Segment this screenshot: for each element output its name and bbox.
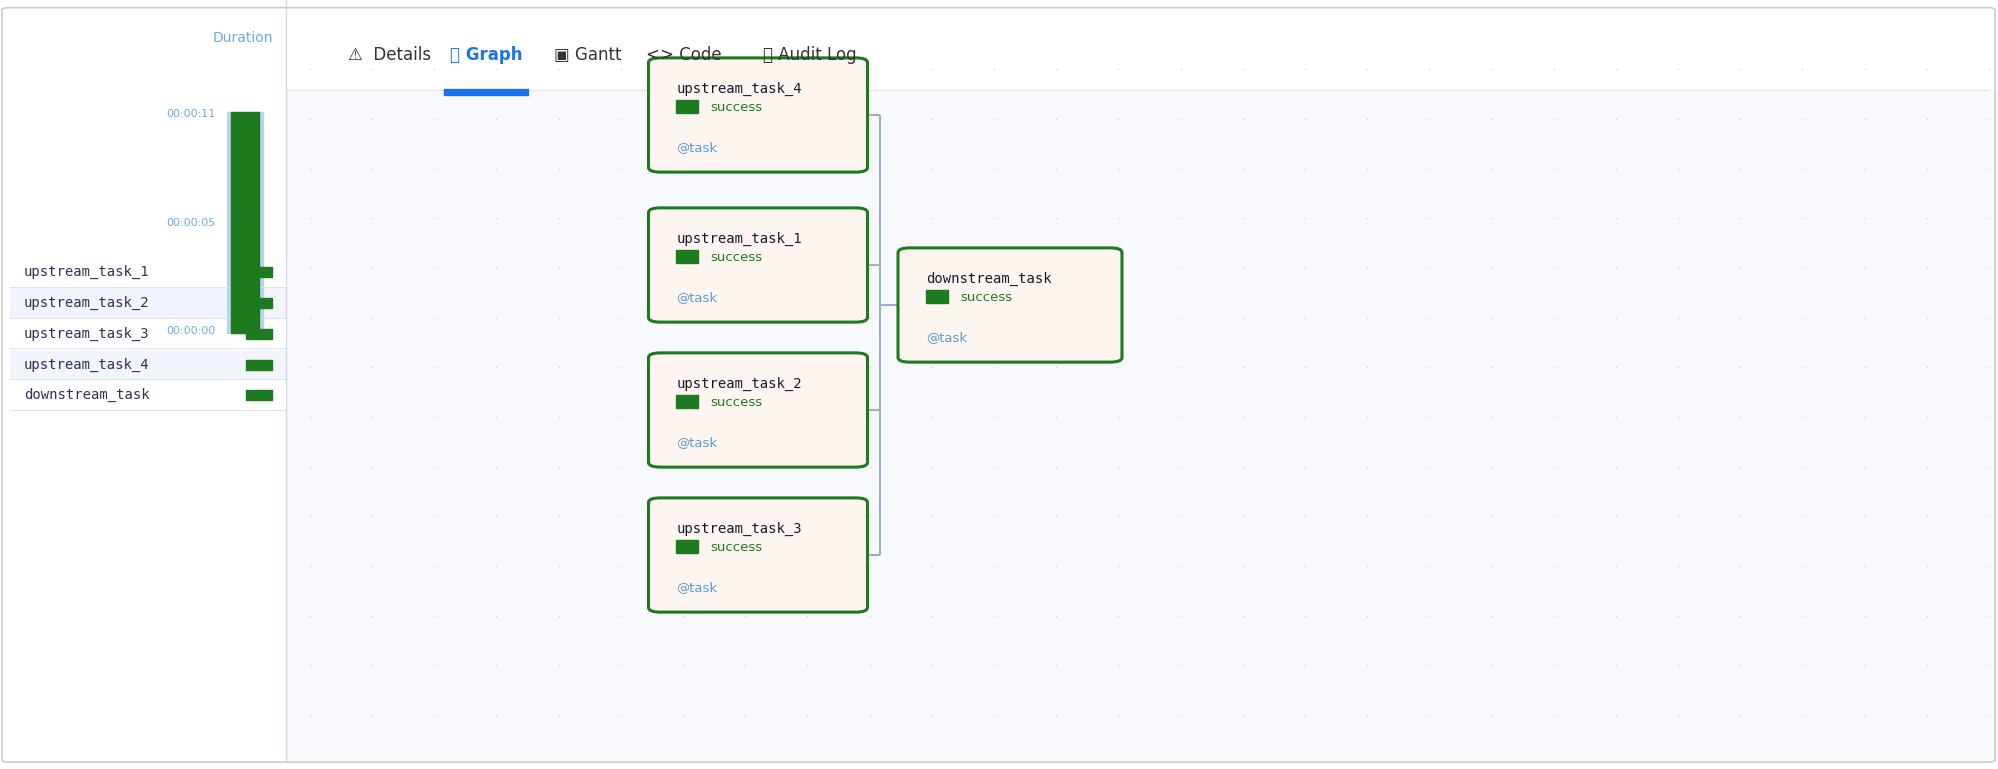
FancyBboxPatch shape — [897, 248, 1121, 362]
FancyBboxPatch shape — [647, 208, 867, 322]
Text: Duration: Duration — [212, 32, 274, 45]
Text: 🔗 Graph: 🔗 Graph — [450, 46, 521, 65]
FancyBboxPatch shape — [647, 58, 867, 172]
Bar — [675, 394, 697, 408]
Bar — [675, 540, 697, 553]
Bar — [925, 290, 947, 303]
Text: 00:00:05: 00:00:05 — [166, 218, 216, 228]
Text: success: success — [709, 396, 761, 409]
Text: upstream_task_2: upstream_task_2 — [675, 377, 801, 391]
Bar — [246, 298, 272, 308]
Bar — [246, 360, 272, 370]
Text: upstream_task_2: upstream_task_2 — [24, 296, 150, 310]
Bar — [232, 112, 260, 333]
Bar — [246, 268, 272, 278]
Text: ⚠  Details: ⚠ Details — [348, 46, 432, 65]
Text: downstream_task: downstream_task — [925, 271, 1051, 286]
Text: 00:00:11: 00:00:11 — [166, 108, 216, 119]
Text: upstream_task_3: upstream_task_3 — [675, 521, 801, 536]
Text: 00:00:00: 00:00:00 — [166, 325, 216, 336]
Bar — [675, 250, 697, 263]
Text: @task: @task — [675, 581, 717, 594]
Bar — [246, 329, 272, 338]
Text: @task: @task — [925, 331, 967, 344]
FancyBboxPatch shape — [647, 353, 867, 467]
Bar — [246, 390, 272, 400]
Bar — [286, 0, 1998, 90]
Text: upstream_task_4: upstream_task_4 — [24, 358, 150, 371]
Bar — [675, 100, 697, 113]
Text: upstream_task_1: upstream_task_1 — [24, 265, 150, 279]
Bar — [228, 112, 264, 333]
Text: ▶: ▶ — [242, 336, 248, 345]
Text: @task: @task — [675, 436, 717, 448]
Bar — [286, 10, 1998, 760]
Text: success: success — [709, 251, 761, 264]
Bar — [10, 350, 286, 379]
FancyBboxPatch shape — [647, 498, 867, 612]
Text: <> Code: <> Code — [645, 46, 721, 65]
Text: success: success — [959, 291, 1011, 304]
Bar — [10, 288, 286, 318]
Text: @task: @task — [675, 141, 717, 154]
Bar — [10, 319, 286, 348]
Text: success: success — [709, 541, 761, 554]
Text: upstream_task_1: upstream_task_1 — [675, 231, 801, 246]
Bar — [8, 10, 294, 760]
Text: upstream_task_4: upstream_task_4 — [675, 82, 801, 96]
Bar — [10, 258, 286, 287]
Text: @task: @task — [675, 291, 717, 304]
Text: ▣ Gantt: ▣ Gantt — [553, 46, 621, 65]
Text: upstream_task_3: upstream_task_3 — [24, 327, 150, 341]
Bar — [444, 89, 527, 95]
Bar — [10, 381, 286, 410]
Text: success: success — [709, 101, 761, 114]
Text: downstream_task: downstream_task — [24, 388, 150, 402]
Text: 📎 Audit Log: 📎 Audit Log — [763, 46, 855, 65]
